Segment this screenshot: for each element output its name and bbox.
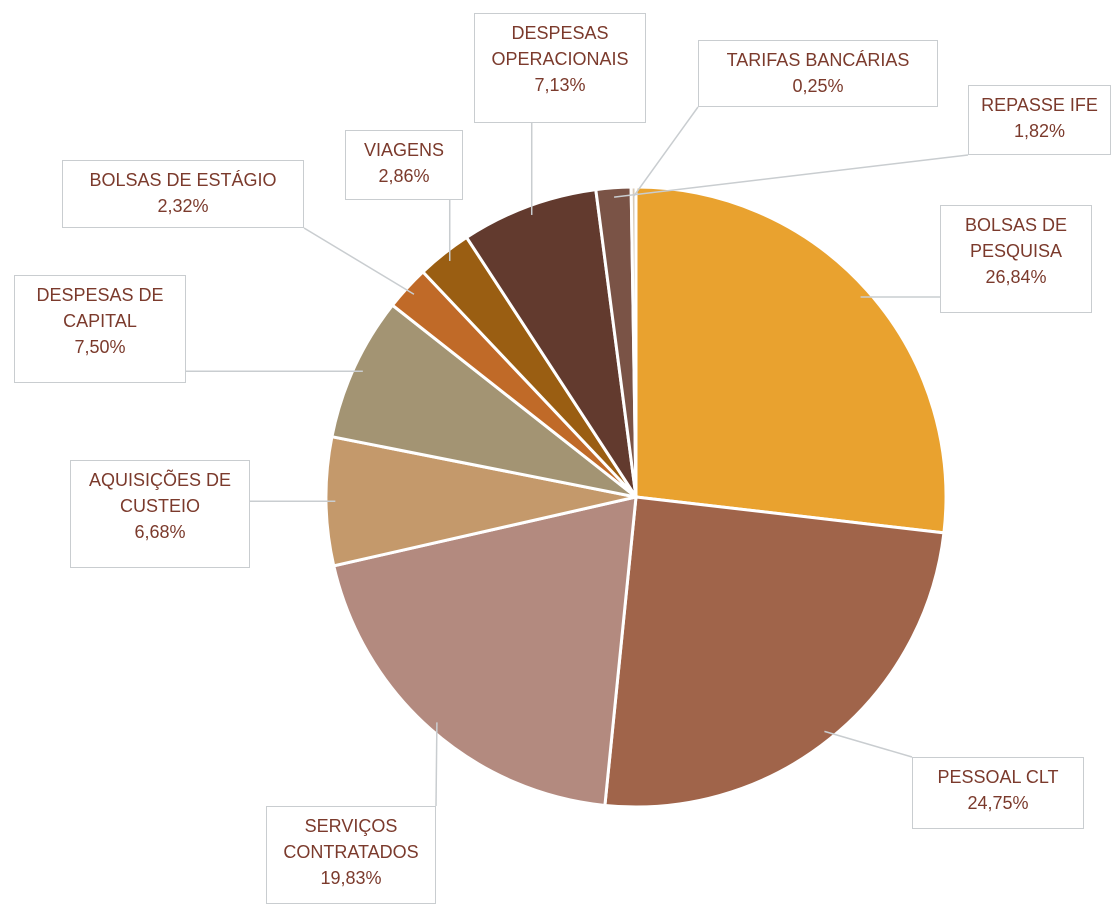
leader-line [633,106,699,197]
leader-line [303,227,415,295]
value-label: 1,82% [1013,121,1066,141]
category-label: DESPESAS DE CAPITAL [36,285,164,331]
value-label: 2,32% [157,196,209,216]
data-label: TARIFAS BANCÁRIAS 0,25% [698,40,938,107]
pie-slice [464,187,638,498]
category-label: AQUISIÇÕES DE CUSTEIO [88,470,232,516]
value-label: 19,83% [320,868,382,888]
pie-slice [331,495,638,808]
category-label: TARIFAS BANCÁRIAS [726,50,910,70]
category-label: REPASSE IFE [981,95,1098,115]
data-label: BOLSAS DE ESTÁGIO 2,32% [62,160,304,228]
value-label: 7,13% [534,75,586,95]
value-label: 2,86% [378,166,430,186]
leader-line [824,730,913,758]
pie-slice [603,495,946,809]
category-label: BOLSAS DE PESQUISA [964,215,1068,261]
pie-slice [634,185,948,535]
data-label: PESSOAL CLT 24,75% [912,757,1084,829]
data-label: DESPESAS DE CAPITAL 7,50% [14,275,186,383]
data-label: SERVIÇOS CONTRATADOS 19,83% [266,806,436,904]
data-label: REPASSE IFE 1,82% [968,85,1111,155]
value-label: 7,50% [74,337,126,357]
value-label: 26,84% [985,267,1047,287]
category-label: DESPESAS OPERACIONAIS [491,23,629,69]
leader-line [614,154,969,198]
category-label: SERVIÇOS CONTRATADOS [283,816,419,862]
category-label: VIAGENS [363,140,445,160]
value-label: 0,25% [792,76,844,96]
data-label: VIAGENS 2,86% [345,130,463,200]
category-label: PESSOAL CLT [937,767,1059,787]
pie-slice [629,185,638,498]
data-label: BOLSAS DE PESQUISA 26,84% [940,205,1092,313]
data-label: AQUISIÇÕES DE CUSTEIO 6,68% [70,460,250,568]
value-label: 6,68% [134,522,186,542]
category-label: BOLSAS DE ESTÁGIO [89,170,277,190]
value-label: 24,75% [967,793,1029,813]
leader-line [435,722,438,807]
pie-slice [330,303,637,499]
data-label: DESPESAS OPERACIONAIS 7,13% [474,13,646,123]
